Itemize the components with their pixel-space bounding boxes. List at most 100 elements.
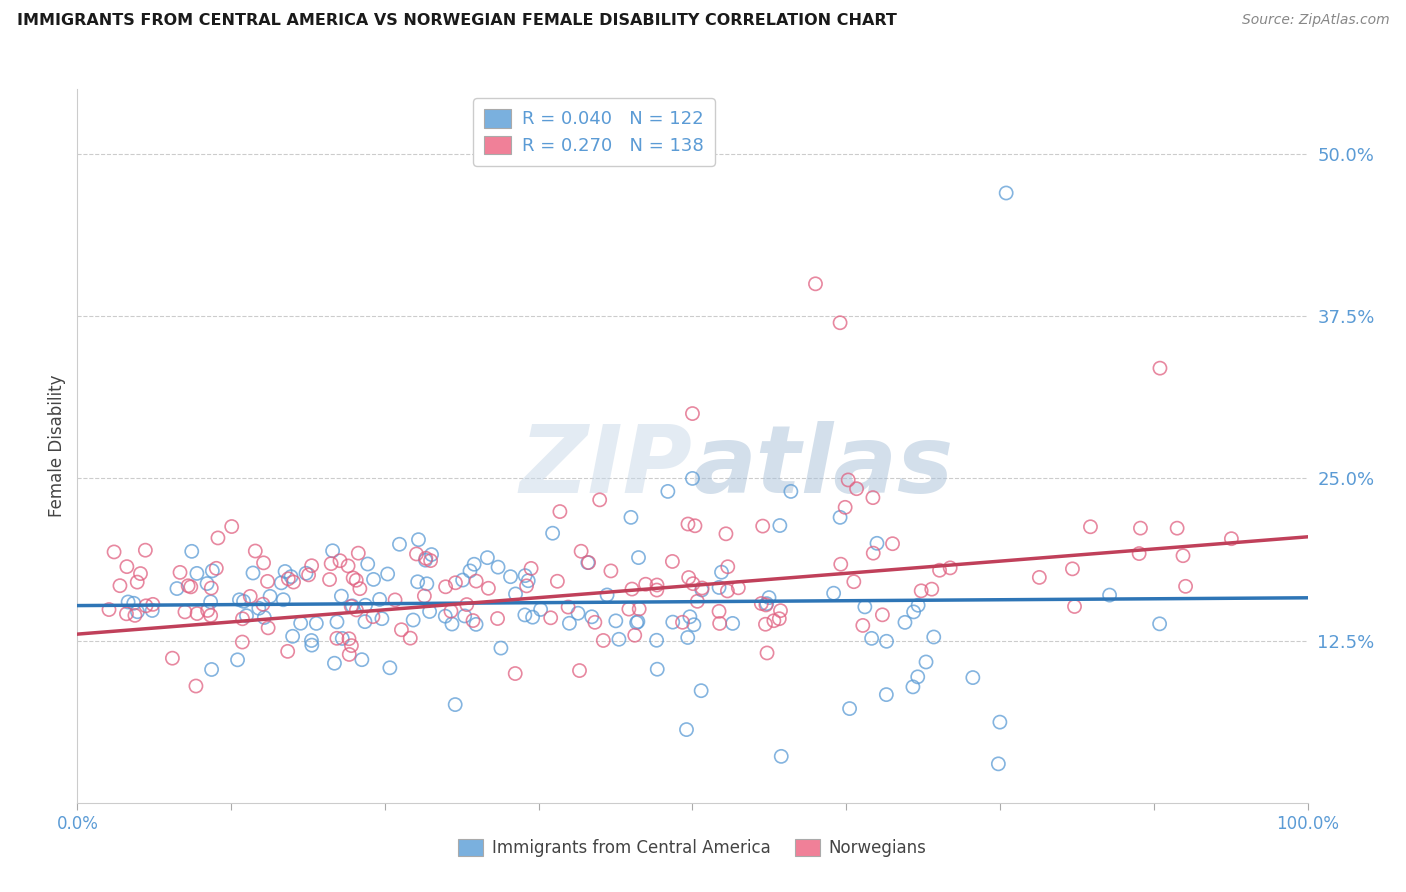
Point (515, 568, 537, 582)
Point (277, 572, 299, 586)
Point (717, 559, 740, 574)
Point (384, 593, 406, 607)
Point (676, 516, 699, 531)
Point (617, 602, 640, 616)
Point (277, 644, 299, 658)
Point (141, 603, 163, 617)
Point (434, 609, 457, 624)
Point (391, 623, 413, 637)
Point (134, 543, 156, 558)
Point (569, 544, 592, 558)
Point (235, 608, 257, 623)
Point (337, 632, 360, 646)
Point (408, 533, 430, 547)
Point (330, 589, 353, 603)
Point (252, 597, 274, 611)
Point (678, 570, 700, 584)
Point (592, 633, 614, 648)
Point (440, 617, 463, 632)
Point (682, 576, 704, 591)
Point (363, 573, 385, 587)
Point (347, 546, 370, 560)
Point (894, 615, 917, 630)
Point (273, 592, 295, 607)
Point (503, 666, 526, 681)
Point (583, 615, 606, 630)
Point (910, 583, 932, 598)
Point (323, 657, 346, 671)
Point (683, 617, 706, 632)
Point (257, 621, 280, 635)
Point (546, 574, 568, 589)
Point (627, 550, 650, 565)
Point (1174, 579, 1197, 593)
Point (690, 581, 713, 595)
Point (122, 596, 145, 610)
Point (354, 598, 377, 612)
Point (1171, 549, 1194, 563)
Point (205, 561, 228, 575)
Point (200, 595, 222, 609)
Point (340, 599, 363, 614)
Point (326, 632, 349, 646)
Point (388, 537, 411, 551)
Point (516, 579, 538, 593)
Point (671, 615, 693, 630)
Point (135, 599, 157, 613)
Point (530, 602, 553, 616)
Point (399, 631, 422, 645)
Point (340, 639, 363, 653)
Point (283, 575, 305, 590)
Point (232, 594, 254, 608)
Point (780, 484, 803, 499)
Point (860, 632, 883, 646)
Point (710, 565, 733, 579)
Point (166, 582, 188, 596)
Point (226, 653, 249, 667)
Point (463, 558, 485, 572)
Point (326, 615, 349, 629)
Point (607, 632, 630, 647)
Point (444, 698, 467, 712)
Point (634, 577, 657, 591)
Point (589, 492, 612, 507)
Point (875, 688, 897, 702)
Point (354, 615, 377, 629)
Point (195, 576, 218, 591)
Point (769, 604, 792, 618)
Point (419, 553, 441, 567)
Point (686, 594, 709, 608)
Point (378, 661, 401, 675)
Point (142, 598, 165, 612)
Point (626, 615, 648, 630)
Point (520, 561, 543, 575)
Point (486, 611, 509, 625)
Point (513, 607, 536, 622)
Point (239, 590, 262, 604)
Point (1028, 570, 1050, 584)
Point (434, 580, 457, 594)
Point (486, 560, 509, 574)
Point (489, 641, 512, 656)
Point (645, 633, 668, 648)
Point (337, 648, 360, 662)
Point (415, 551, 437, 566)
Point (837, 473, 859, 487)
Point (458, 564, 481, 578)
Point (177, 579, 200, 593)
Point (337, 558, 360, 573)
Point (221, 519, 243, 533)
Point (174, 605, 197, 619)
Point (769, 518, 792, 533)
Point (259, 590, 281, 604)
Point (804, 277, 827, 291)
Text: atlas: atlas (693, 421, 953, 514)
Point (928, 563, 950, 577)
Point (754, 617, 776, 632)
Point (330, 632, 353, 646)
Point (290, 616, 312, 631)
Point (882, 537, 904, 551)
Point (599, 564, 621, 578)
Point (1098, 588, 1121, 602)
Point (727, 581, 749, 595)
